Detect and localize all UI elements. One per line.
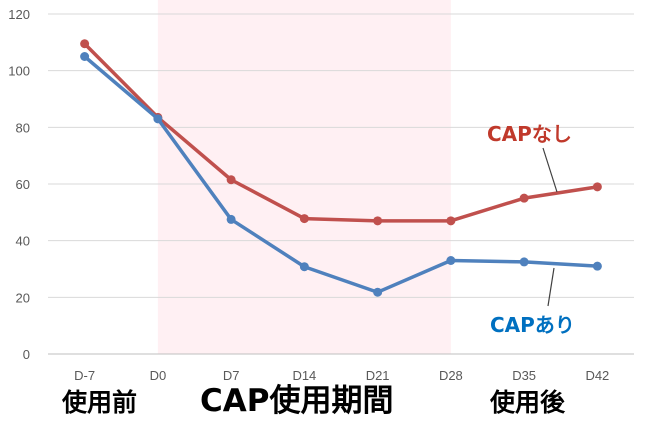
pointer-line: [547, 267, 555, 307]
data-point: [299, 262, 309, 272]
data-point: [226, 214, 236, 224]
y-tick-label: 40: [16, 234, 30, 249]
data-point: [519, 193, 529, 203]
data-point: [153, 114, 163, 124]
y-tick-label: 20: [16, 290, 30, 305]
data-point: [373, 287, 383, 297]
cap-period-highlight: [157, 0, 451, 354]
pointer-line: [542, 147, 558, 193]
data-point: [80, 39, 90, 49]
series-line: [83, 42, 598, 223]
phase-label-during: CAP使用期間: [200, 383, 394, 419]
y-tick-label: 120: [8, 7, 30, 22]
phase-label-before: 使用前: [62, 388, 138, 417]
x-axis-ticks: D-7 D0 D7 D14 D21 D28 D35 D42: [74, 368, 609, 383]
series-line: [83, 55, 598, 294]
x-tick-label: D28: [439, 368, 463, 383]
y-tick-label: 60: [16, 177, 30, 192]
data-point: [446, 256, 456, 265]
data-point: [226, 175, 236, 185]
data-point: [592, 182, 602, 192]
y-tick-label: 100: [8, 64, 30, 79]
series-label-cap-nashi: CAPなし: [487, 122, 572, 146]
y-axis-ticks: 0 20 40 60 80 100 120: [8, 7, 30, 362]
gridlines: [48, 13, 634, 355]
y-tick-label: 0: [23, 347, 30, 362]
data-point: [592, 261, 602, 271]
data-point: [446, 216, 456, 226]
x-tick-label: D-7: [74, 368, 95, 383]
series-label-cap-ari: CAPあり: [490, 313, 575, 337]
phase-label-after: 使用後: [490, 388, 566, 417]
x-tick-label: D35: [512, 368, 536, 383]
x-tick-label: D0: [150, 368, 167, 383]
data-point: [519, 257, 529, 267]
label-pointers: [542, 147, 558, 307]
x-tick-label: D14: [292, 368, 316, 383]
y-tick-label: 80: [16, 120, 30, 135]
series-lines: [80, 39, 602, 297]
x-tick-label: D42: [585, 368, 609, 383]
x-tick-label: D21: [366, 368, 390, 383]
data-point: [299, 214, 309, 224]
data-point: [80, 52, 90, 61]
x-tick-label: D7: [223, 368, 240, 383]
data-point: [373, 216, 383, 226]
